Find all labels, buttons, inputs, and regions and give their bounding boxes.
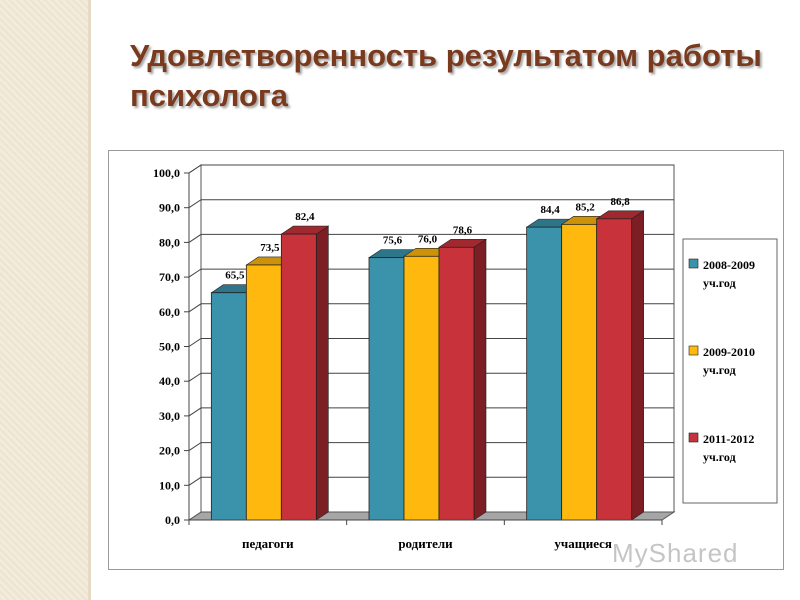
bar-side [473, 238, 487, 521]
bar [403, 255, 440, 521]
decorative-side-strip [0, 0, 91, 600]
y-tick-label: 0,0 [165, 513, 180, 527]
legend-swatch [688, 345, 699, 356]
bar [561, 223, 598, 521]
gridline [188, 407, 674, 417]
bar [280, 233, 317, 521]
gridline [188, 476, 674, 486]
y-tick-label: 60,0 [159, 305, 180, 319]
x-tick-label: педагоги [242, 536, 294, 551]
gridline [188, 233, 674, 243]
y-tick-label: 20,0 [159, 444, 180, 458]
y-tick-label: 30,0 [159, 409, 180, 423]
bar-side [631, 210, 644, 521]
legend-label: 2009-2010 [703, 345, 755, 359]
bar [438, 246, 475, 521]
data-label: 65,5 [225, 270, 245, 282]
legend-label: уч.год [703, 450, 736, 464]
gridline [188, 338, 674, 347]
bar-chart: 0,0 10,0 20,0 30,0 40,0 50,0 60,0 70,0 80,0 90,0 1… [153, 164, 778, 551]
gridline [188, 164, 674, 174]
legend-swatch [688, 258, 699, 269]
data-label: 85,2 [576, 201, 596, 213]
y-tick-label: 70,0 [159, 270, 180, 284]
legend-swatch [688, 432, 699, 443]
bar [368, 257, 405, 521]
data-label: 75,6 [383, 235, 403, 247]
slide-title: Удовлетворенность результатом работы пси… [130, 38, 762, 113]
y-tick-label: 10,0 [159, 478, 180, 492]
gridline [188, 442, 674, 452]
x-tick-label: учащиеся [554, 536, 612, 551]
legend-label: 2008-2009 [703, 258, 755, 272]
gridline [188, 199, 674, 209]
y-tick-label: 100,0 [153, 166, 180, 180]
y-tick-label: 90,0 [159, 201, 180, 215]
bar [210, 292, 247, 521]
y-tick-label: 80,0 [159, 235, 180, 249]
bar-side [316, 225, 329, 521]
bar [245, 264, 282, 521]
bar [526, 226, 563, 521]
gridline [188, 372, 674, 382]
legend-label: уч.год [703, 276, 736, 290]
legend-box [682, 238, 778, 504]
data-label: 73,5 [260, 242, 280, 254]
bar [596, 218, 633, 521]
chart-frame: 0,0 10,0 20,0 30,0 40,0 50,0 60,0 70,0 80,0 90,0 1… [108, 150, 784, 570]
legend-label: 2011-2012 [703, 432, 754, 446]
data-label: 84,4 [541, 204, 561, 216]
y-tick-label: 50,0 [159, 340, 180, 354]
data-label: 82,4 [295, 211, 315, 223]
data-label: 78,6 [453, 224, 473, 236]
data-label: 76,0 [418, 233, 438, 245]
x-tick-label: родители [398, 536, 453, 551]
legend-label: уч.год [703, 363, 736, 377]
gridline [188, 268, 674, 278]
gridline [188, 303, 674, 313]
y-tick-label: 40,0 [159, 374, 180, 388]
watermark-text: MyShared [612, 538, 739, 568]
data-label: 86,8 [611, 196, 631, 208]
